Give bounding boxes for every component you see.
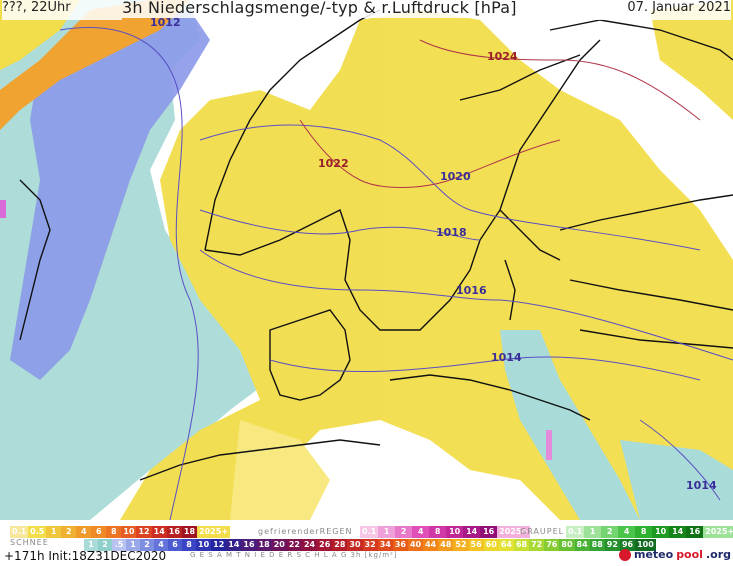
meteopool-icon [618,548,631,561]
legend-swatch: 36 [392,539,408,551]
legend-swatch: 1 [584,526,602,538]
legend-swatch: 14 [463,526,481,538]
init-time: +171h Init:18Z31DEC2020 [4,549,167,563]
legend-swatch: 6 [168,539,182,551]
legend-swatch: 8 [106,526,122,538]
isobar-label: 1018 [436,226,467,239]
total-precip-scale: 1 2.5 1 2 4 6 8 10 12 14 16 18 20 22 24 26 28 30 32 34 36 40 4… [84,539,656,551]
legend-swatch: 12 [211,539,227,551]
freezing-rain-scale: 0.1 1 2 4 8 10 14 16 2025+ [360,526,531,538]
legend-swatch: 32 [362,539,378,551]
legend-swatch: 16 [686,526,704,538]
legend-swatch: 20 [271,539,287,551]
graupel-scale: 0.1 1 2 4 8 10 14 16 2025+ [566,526,733,538]
legend-swatch: 0.1 [360,526,379,538]
legend-swatch: 18 [256,539,272,551]
map-title: 3h Niederschlagsmenge/-typ & r.Luftdruck… [122,0,517,18]
legend-swatch: 80 [559,539,575,551]
brand-meteo: meteo [633,548,674,561]
freezing-rain-label: gefrierenderREGEN [258,527,353,536]
legend-swatch: 34 [377,539,393,551]
legend-swatch: 88 [589,539,605,551]
snow-label: SCHNEE [10,538,49,547]
legend-swatch: 16 [480,526,498,538]
legend-swatch: 0.5 [28,526,47,538]
legend-swatch: 0.1 [10,526,29,538]
legend-swatch: 48 [438,539,454,551]
legend-swatch: 2 [395,526,413,538]
legend-swatch: 16 [166,526,182,538]
legend-swatch: 10 [196,539,212,551]
isobar-label: 1014 [491,351,522,364]
legend-swatch: 72 [529,539,545,551]
legend-swatch: 2 [140,539,154,551]
legend-swatch: 56 [468,539,484,551]
legend-swatch: 76 [544,539,560,551]
legend-swatch: 0.1 [566,526,585,538]
legend-swatch: 44 [423,539,439,551]
legend-swatch: 84 [574,539,590,551]
legend-swatch: 52 [453,539,469,551]
precipitation-legend: 0.1 0.5 1 2 4 6 8 10 12 14 16 18 2025+ gefrierenderR… [0,520,733,566]
legend-swatch: 2025+ [497,526,531,538]
total-precip-label: G E S A M T N I E D E R S C H L A G 3h [… [190,551,398,559]
legend-swatch: 60 [483,539,499,551]
legend-swatch: 22 [286,539,302,551]
brand-pool: pool [676,548,703,561]
legend-swatch: 1 [84,539,98,551]
legend-swatch: 2 [61,526,77,538]
graupel-label: GRAUPEL [520,527,565,536]
legend-swatch: 14 [669,526,687,538]
valid-date: 07. Januar 2021 [581,0,731,20]
coastlines [19,9,733,481]
legend-swatch: 28 [332,539,348,551]
isobar-label: 1016 [456,284,487,297]
isobar-label: 1014 [686,479,717,492]
legend-swatch: 1 [378,526,396,538]
isobar-label: 1012 [150,16,181,29]
legend-swatch: 6 [91,526,107,538]
brand-org: .org [705,548,731,561]
meteopool-logo[interactable]: meteo pool .org [618,548,731,561]
isobar-label: 1020 [440,170,471,183]
legend-swatch: 16 [241,539,257,551]
legend-swatch: 14 [151,526,167,538]
legend-swatch: 2 [98,539,112,551]
legend-swatch: 26 [317,539,333,551]
legend-swatch: 10 [121,526,137,538]
legend-swatch: 8 [182,539,196,551]
isobar-label: 1022 [318,157,349,170]
legend-swatch: 8 [429,526,447,538]
legend-swatch: 1 [126,539,140,551]
rain-scale: 0.1 0.5 1 2 4 6 8 10 12 14 16 18 2025+ [10,526,231,538]
legend-swatch: 18 [181,526,198,538]
legend-swatch: 68 [513,539,530,551]
legend-swatch: 24 [301,539,318,551]
legend-swatch: 12 [136,526,152,538]
legend-swatch: .5 [112,539,126,551]
legend-swatch: 1 [46,526,62,538]
legend-swatch: 96 [619,539,636,551]
precipitation-map [0,0,733,520]
legend-swatch: 8 [635,526,653,538]
isobar-label: 1024 [487,50,518,63]
legend-swatch: 2025+ [197,526,231,538]
legend-swatch: 40 [407,539,424,551]
legend-swatch: 92 [604,539,620,551]
legend-swatch: 14 [226,539,242,551]
legend-swatch: 30 [347,539,363,551]
legend-swatch: 10 [652,526,670,538]
isobars [59,27,733,520]
legend-swatch: 4 [76,526,92,538]
legend-swatch: 4 [412,526,430,538]
legend-swatch: 4 [618,526,636,538]
legend-swatch: 2025+ [703,526,733,538]
legend-swatch: 10 [446,526,464,538]
legend-swatch: 64 [498,539,514,551]
legend-swatch: 100 [635,539,656,551]
legend-swatch: 4 [154,539,168,551]
legend-swatch: 2 [601,526,619,538]
valid-day-time: ???, 22Uhr [2,0,122,20]
